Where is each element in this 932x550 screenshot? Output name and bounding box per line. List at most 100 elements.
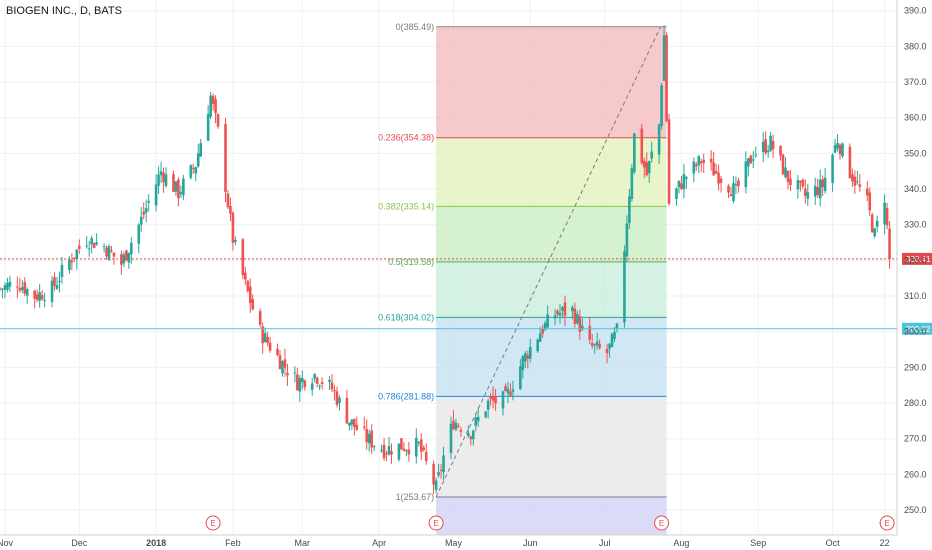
candle-body (310, 383, 314, 390)
candle-body (771, 140, 775, 150)
candle-body (442, 455, 445, 473)
candle-body (761, 141, 765, 152)
x-tick-label: 22 (880, 538, 890, 548)
candle-body (526, 355, 530, 359)
earnings-marker[interactable] (654, 515, 670, 531)
candle-body (390, 451, 393, 455)
candle-body (261, 326, 264, 344)
candle-body (214, 99, 217, 114)
candle-body (157, 174, 160, 186)
candle-body (875, 220, 879, 227)
candle-body (682, 174, 686, 190)
earnings-marker[interactable] (428, 515, 444, 531)
candle-body (333, 390, 336, 392)
fibonacci-trend-line[interactable] (435, 26, 662, 498)
candle-body (491, 396, 495, 401)
candle-body (870, 214, 874, 233)
candle-body (296, 374, 299, 391)
price-axis[interactable]: 250.0 260.0 270.0 280.0 290.0 300.0 310.0 320.0… (904, 6, 927, 515)
y-tick-label: 270.0 (904, 434, 927, 444)
candle-body (692, 161, 696, 174)
candle-body (402, 448, 406, 451)
candle-body (838, 144, 842, 155)
candle-body (372, 446, 376, 448)
candle-body (813, 185, 817, 197)
candle-body (263, 333, 267, 343)
candle-body (581, 325, 584, 330)
candle-body (615, 323, 619, 330)
y-tick-label: 290.0 (904, 362, 927, 372)
candle-body (766, 150, 770, 153)
fibonacci-label-layer: 0(385.49) 0.236(354.38) 0.382(335.14) 0.5(3… (378, 22, 434, 502)
candle-body (576, 314, 579, 324)
candle-body (298, 378, 302, 392)
candle-body (613, 331, 616, 340)
candle-body (449, 423, 453, 453)
candle-body (675, 188, 678, 200)
candle-body (16, 286, 19, 288)
candle-body (823, 177, 827, 192)
candle-body (697, 156, 701, 166)
candle-body (608, 343, 611, 349)
candle-body (55, 284, 59, 289)
earnings-marker[interactable] (205, 515, 221, 531)
candle-body (786, 170, 790, 182)
candle-body (281, 361, 284, 374)
candle-body (888, 228, 891, 259)
candle-body (407, 449, 411, 455)
candle-body (286, 372, 289, 376)
candle-body (605, 348, 609, 354)
candle-body (248, 286, 252, 303)
candle-body (528, 347, 532, 359)
candle-body (751, 159, 755, 161)
candle-body (536, 339, 540, 352)
candle-body (546, 314, 549, 328)
candle-body (729, 194, 733, 197)
x-tick-label: Sep (750, 538, 766, 548)
y-tick-label: 370.0 (904, 77, 927, 87)
candle-body (35, 294, 39, 300)
candle-body (471, 430, 475, 440)
candle-body (781, 154, 785, 175)
candle-body (524, 353, 527, 362)
candle-body (130, 242, 133, 255)
candle-body (127, 252, 131, 263)
candle-body (90, 238, 93, 245)
candle-body (209, 95, 212, 117)
candle-body (95, 242, 98, 245)
candle-body (234, 240, 237, 242)
candle-body (543, 322, 547, 330)
earnings-marker[interactable] (879, 515, 895, 531)
candle-body (266, 336, 269, 344)
candle-body (137, 224, 141, 244)
y-tick-label: 260.0 (904, 469, 927, 479)
earnings-marker-label: E (884, 519, 889, 528)
candle-body (754, 154, 758, 156)
candle-body (147, 200, 150, 203)
candle-body (110, 250, 113, 252)
candle-body (370, 430, 373, 448)
candle-body (92, 243, 96, 248)
x-tick-label: May (445, 538, 463, 548)
candle-body (328, 379, 331, 383)
candle-body (665, 34, 668, 121)
fibonacci-level-label: 0.382(335.14) (378, 201, 434, 211)
candle-body (831, 154, 834, 183)
candle-body (509, 391, 512, 396)
candle-body (858, 184, 862, 187)
candle-body (573, 308, 577, 324)
candle-body (744, 161, 748, 188)
y-tick-label: 280.0 (904, 398, 927, 408)
candle-body (276, 348, 279, 356)
candle-body (610, 333, 614, 348)
candle-body (226, 193, 230, 208)
candle-body (571, 307, 574, 312)
candle-body (68, 259, 71, 271)
candle-body (650, 151, 653, 159)
fibonacci-line-layer (436, 26, 667, 498)
time-axis[interactable]: Nov Dec 2018 Feb Mar Apr May Jun Jul Aug Sep Oct 22 (0, 538, 890, 548)
candle-body (714, 170, 718, 174)
candle-body (102, 246, 106, 248)
